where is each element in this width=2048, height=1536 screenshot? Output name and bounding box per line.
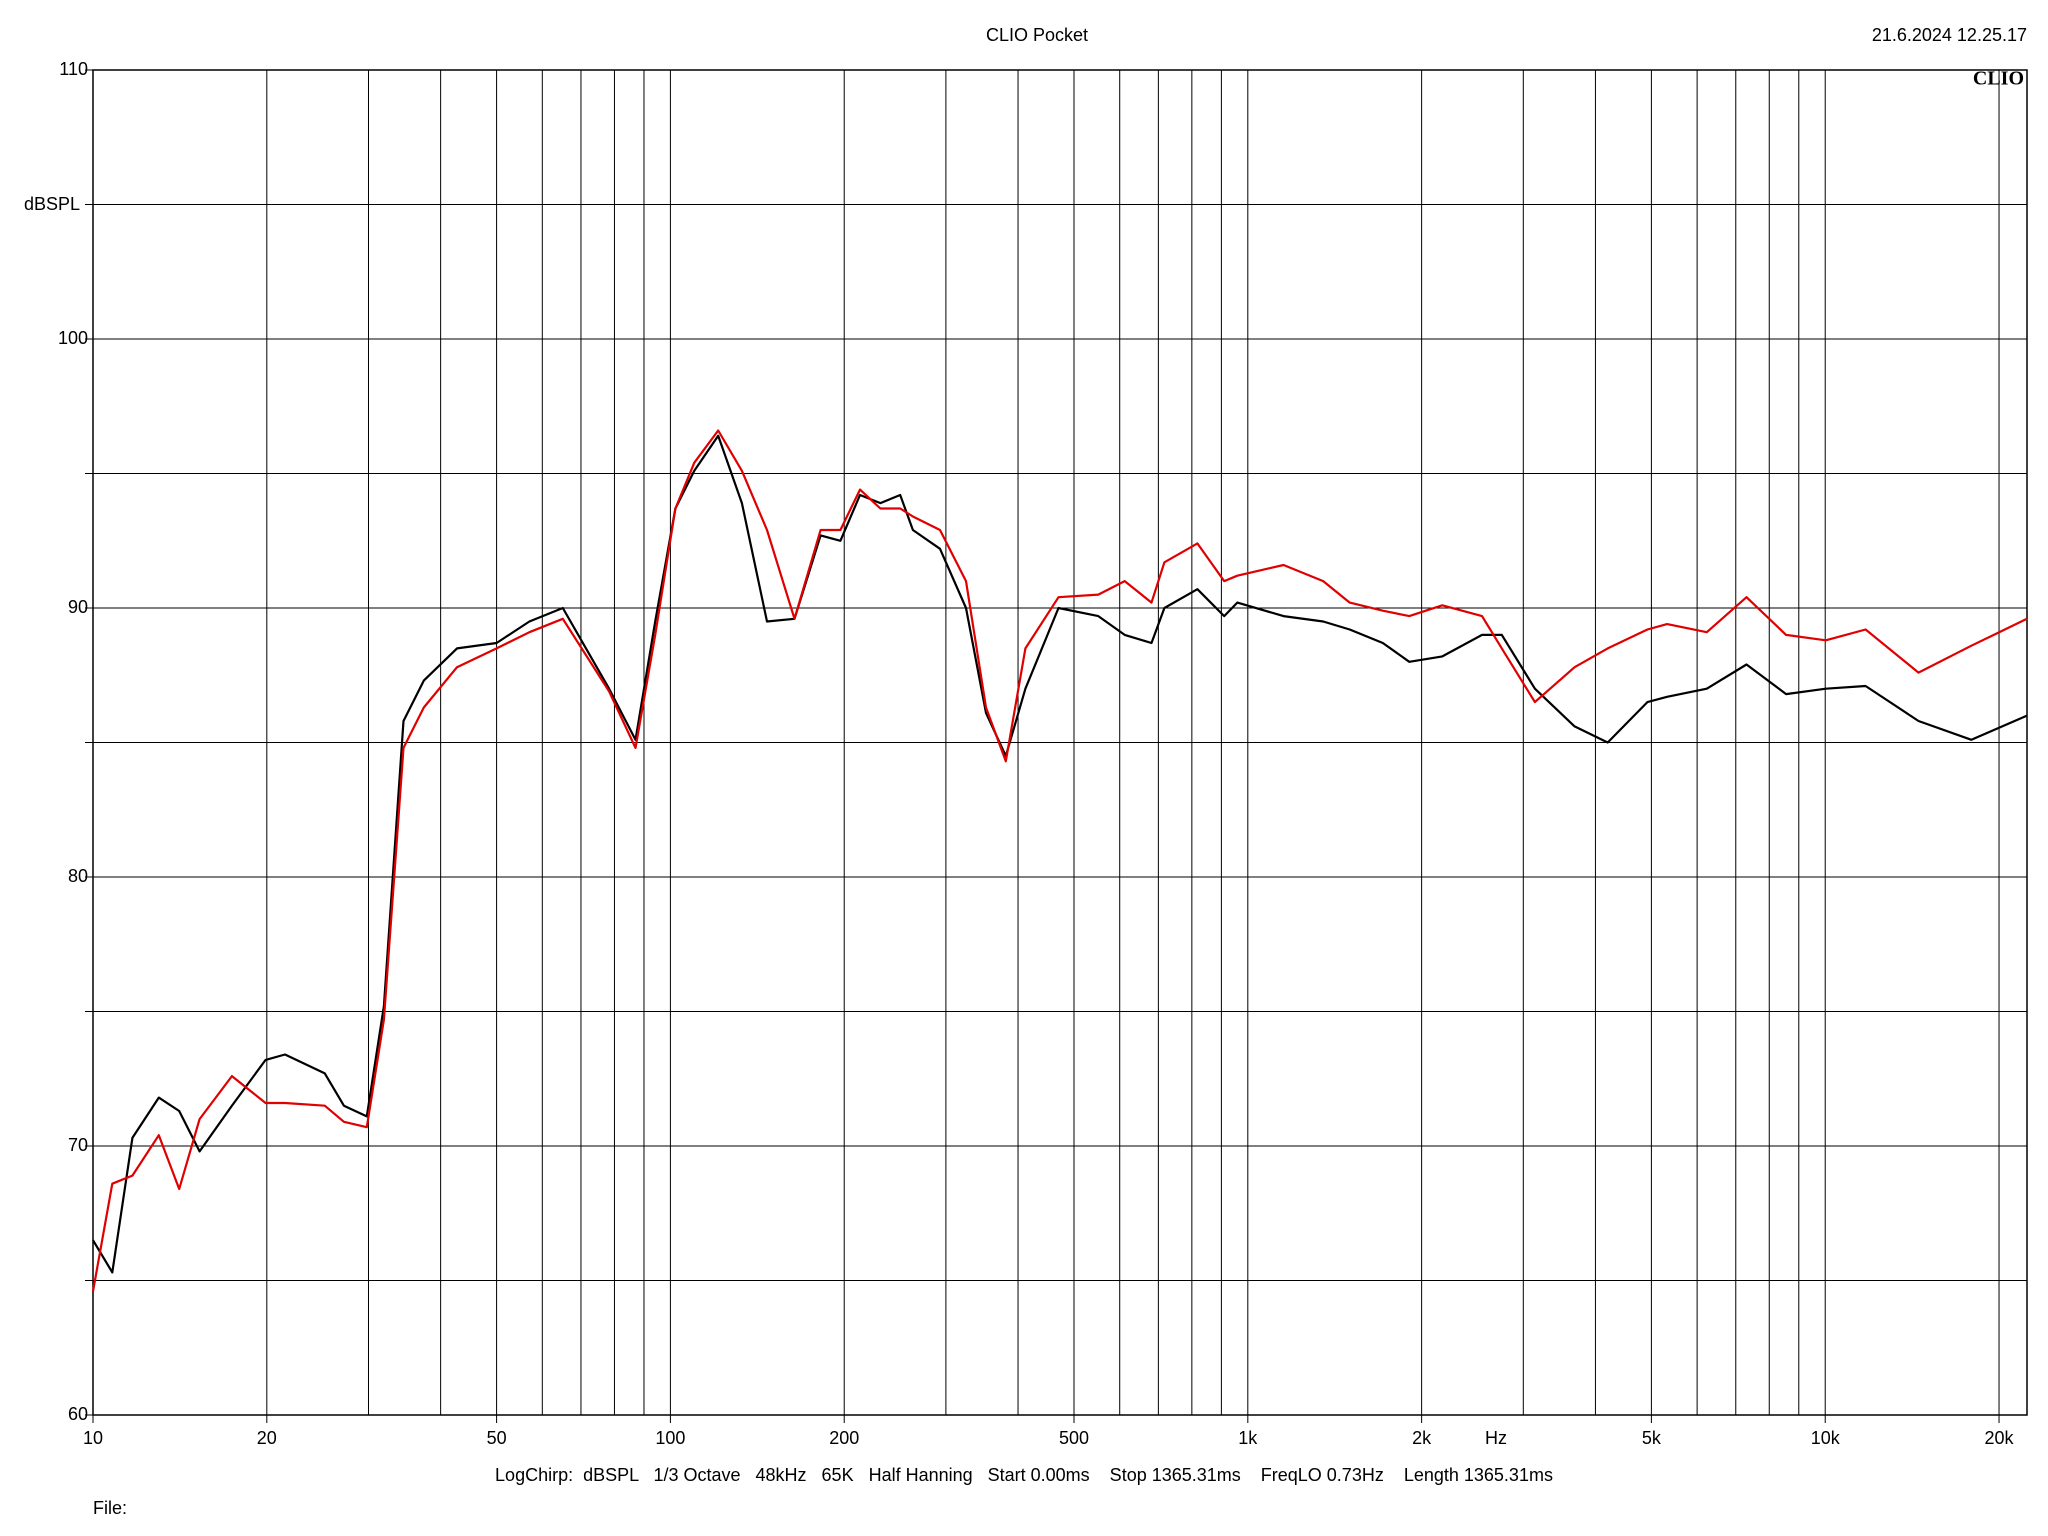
x-tick-label: 50 (487, 1428, 507, 1448)
x-tick-label: 20 (257, 1428, 277, 1448)
x-tick-label: 100 (655, 1428, 685, 1448)
x-tick-label: 20k (1985, 1428, 2015, 1448)
y-tick-label: 100 (58, 328, 88, 348)
logo: CLIO (1973, 68, 2024, 90)
footer: LogChirp: dBSPL 1/3 Octave 48kHz 65K Hal… (495, 1465, 1553, 1485)
y-axis-label: dBSPL (24, 194, 80, 214)
x-tick-label: 10k (1811, 1428, 1841, 1448)
y-tick-label: 60 (68, 1404, 88, 1424)
x-axis-label: Hz (1485, 1428, 1507, 1448)
file-label: File: (93, 1498, 127, 1518)
series-line (91, 429, 2028, 1292)
x-tick-label: 10 (83, 1428, 103, 1448)
x-tick-label: 5k (1642, 1428, 1662, 1448)
x-tick-label: 1k (1238, 1428, 1258, 1448)
x-tick-label: 200 (829, 1428, 859, 1448)
y-tick-label: 90 (68, 597, 88, 617)
chart-title: CLIO Pocket (986, 25, 1088, 45)
x-tick-label: 2k (1412, 1428, 1432, 1448)
y-tick-label: 70 (68, 1135, 88, 1155)
y-tick-label: 110 (59, 59, 88, 79)
plot-frame (92, 69, 2028, 1416)
series-line (92, 434, 2028, 1274)
x-tick-label: 500 (1059, 1428, 1089, 1448)
y-tick-label: 80 (68, 866, 88, 886)
timestamp: 21.6.2024 12.25.17 (1872, 25, 2027, 45)
